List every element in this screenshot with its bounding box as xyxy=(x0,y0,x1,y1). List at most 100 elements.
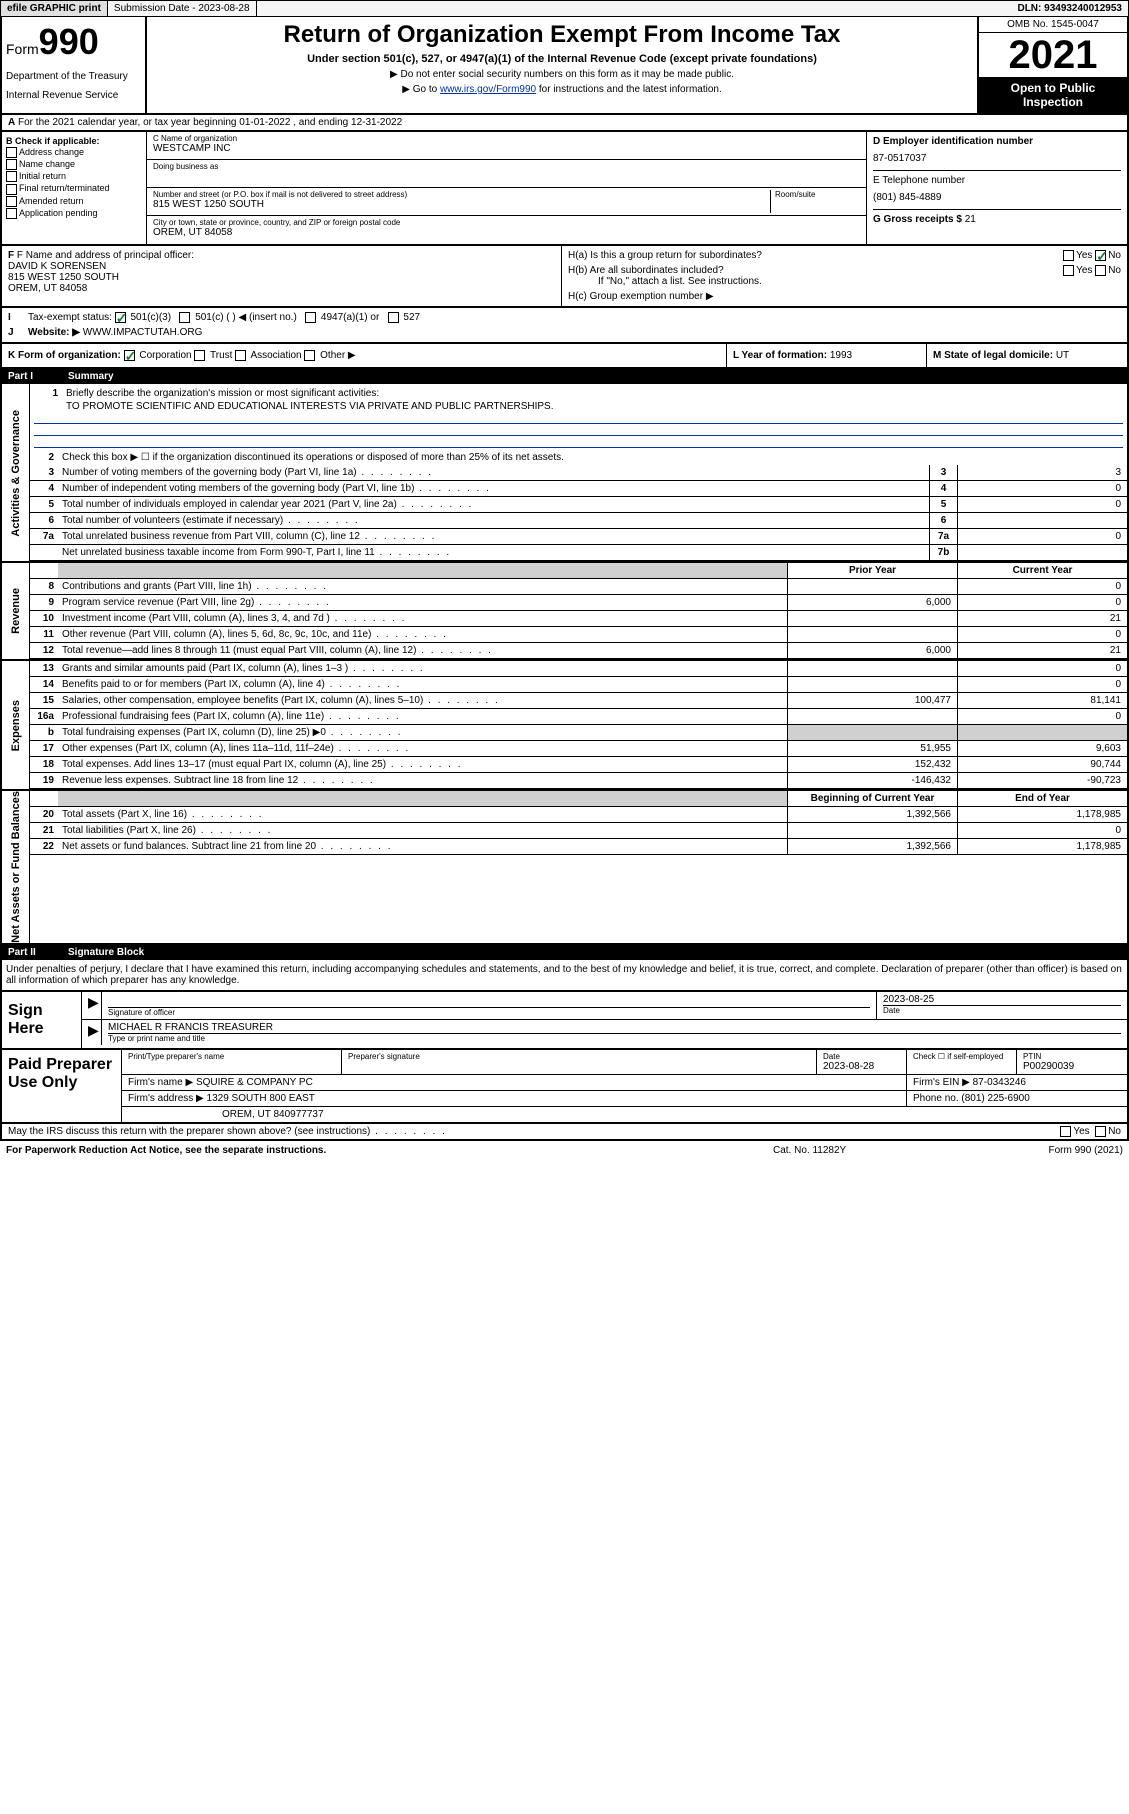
h-b-note: If "No," attach a list. See instructions… xyxy=(598,276,1121,287)
mission-text: TO PROMOTE SCIENTIFIC AND EDUCATIONAL IN… xyxy=(34,401,1123,412)
perjury-declaration: Under penalties of perjury, I declare th… xyxy=(0,960,1129,992)
paid-preparer-label: Paid Preparer Use Only xyxy=(2,1050,122,1122)
form-title: Return of Organization Exempt From Incom… xyxy=(157,21,967,49)
form-of-org-row: K Form of organization: Corporation Trus… xyxy=(0,344,1129,369)
part1-activities: Activities & Governance 1Briefly describ… xyxy=(0,384,1129,563)
ein-label: D Employer identification number xyxy=(873,136,1121,147)
tax-status-row: I Tax-exempt status: 501(c)(3) 501(c) ( … xyxy=(0,308,1129,344)
irs-label: Internal Revenue Service xyxy=(6,90,141,101)
efile-print-button[interactable]: efile GRAPHIC print xyxy=(1,1,108,16)
sign-here-block: Sign Here ▶ Signature of officer 2023-08… xyxy=(0,992,1129,1050)
summary-row: 5Total number of individuals employed in… xyxy=(30,497,1127,513)
part2-header: Part II Signature Block xyxy=(0,945,1129,960)
expense-row: 18Total expenses. Add lines 13–17 (must … xyxy=(30,757,1127,773)
summary-row: Net unrelated business taxable income fr… xyxy=(30,545,1127,561)
check-501c3[interactable] xyxy=(115,312,126,323)
check-association[interactable] xyxy=(235,350,246,361)
telephone-label: E Telephone number xyxy=(873,175,1121,186)
vlabel-revenue: Revenue xyxy=(10,588,22,634)
check-527[interactable] xyxy=(388,312,399,323)
city-state-zip: OREM, UT 84058 xyxy=(153,227,860,238)
expense-row: bTotal fundraising expenses (Part IX, co… xyxy=(30,725,1127,741)
org-name-label: C Name of organization xyxy=(153,134,860,143)
check-initial-return[interactable]: Initial return xyxy=(6,171,142,182)
netassets-row: 21Total liabilities (Part X, line 26)0 xyxy=(30,823,1127,839)
street-address: 815 WEST 1250 SOUTH xyxy=(153,199,770,210)
check-trust[interactable] xyxy=(194,350,205,361)
firm-addr2: OREM, UT 840977737 xyxy=(122,1107,1127,1122)
instructions-link-row: ▶ Go to www.irs.gov/Form990 for instruct… xyxy=(157,84,967,95)
year-formation: 1993 xyxy=(830,350,852,361)
officer-printed-name: MICHAEL R FRANCIS TREASURER xyxy=(108,1022,1121,1034)
prep-self-employed[interactable]: Check ☐ if self-employed xyxy=(907,1050,1017,1074)
firm-ein: 87-0343246 xyxy=(973,1077,1026,1088)
expense-row: 16aProfessional fundraising fees (Part I… xyxy=(30,709,1127,725)
dba-label: Doing business as xyxy=(153,162,860,171)
col-prior-year: Prior Year xyxy=(787,563,957,578)
prep-ptin: P00290039 xyxy=(1023,1061,1121,1072)
firm-name: SQUIRE & COMPANY PC xyxy=(196,1077,313,1088)
sign-here-label: Sign Here xyxy=(2,992,82,1048)
gross-receipts-value: 21 xyxy=(965,214,976,225)
room-label: Room/suite xyxy=(775,190,860,199)
col-b-checkboxes: B Check if applicable: Address change Na… xyxy=(2,132,147,244)
netassets-row: 22Net assets or fund balances. Subtract … xyxy=(30,839,1127,855)
row-a-tax-year: A For the 2021 calendar year, or tax yea… xyxy=(0,115,1129,132)
netassets-row: 20Total assets (Part X, line 16)1,392,56… xyxy=(30,807,1127,823)
city-label: City or town, state or province, country… xyxy=(153,218,860,227)
form-version: Form 990 (2021) xyxy=(973,1145,1123,1156)
org-name: WESTCAMP INC xyxy=(153,143,860,154)
check-amended-return[interactable]: Amended return xyxy=(6,196,142,207)
expense-row: 19Revenue less expenses. Subtract line 1… xyxy=(30,773,1127,789)
discuss-no[interactable] xyxy=(1095,1126,1106,1137)
paperwork-notice: For Paperwork Reduction Act Notice, see … xyxy=(6,1145,773,1156)
expense-row: 14Benefits paid to or for members (Part … xyxy=(30,677,1127,693)
sig-date: 2023-08-25 xyxy=(883,994,1121,1005)
expense-row: 15Salaries, other compensation, employee… xyxy=(30,693,1127,709)
form-number: Form990 xyxy=(6,21,141,63)
form-subtitle: Under section 501(c), 527, or 4947(a)(1)… xyxy=(157,53,967,65)
revenue-row: 10Investment income (Part VIII, column (… xyxy=(30,611,1127,627)
revenue-row: 11Other revenue (Part VIII, column (A), … xyxy=(30,627,1127,643)
printed-name-label: Type or print name and title xyxy=(108,1034,1121,1043)
firm-phone: (801) 225-6900 xyxy=(961,1093,1029,1104)
cat-no: Cat. No. 11282Y xyxy=(773,1145,973,1156)
ssn-warning: ▶ Do not enter social security numbers o… xyxy=(157,69,967,80)
col-current-year: Current Year xyxy=(957,563,1127,578)
check-other[interactable] xyxy=(304,350,315,361)
check-corporation[interactable] xyxy=(124,350,135,361)
officer-group-block: F F Name and address of principal office… xyxy=(0,246,1129,308)
officer-addr2: OREM, UT 84058 xyxy=(8,283,555,294)
telephone-value: (801) 845-4889 xyxy=(873,192,1121,203)
mission-label: Briefly describe the organization's miss… xyxy=(62,386,1123,401)
dept-treasury: Department of the Treasury xyxy=(6,71,141,82)
summary-row: 6Total number of volunteers (estimate if… xyxy=(30,513,1127,529)
top-bar: efile GRAPHIC print Submission Date - 20… xyxy=(0,0,1129,17)
check-application-pending[interactable]: Application pending xyxy=(6,208,142,219)
check-4947[interactable] xyxy=(305,312,316,323)
check-501c[interactable] xyxy=(179,312,190,323)
line2-discontinued: Check this box ▶ ☐ if the organization d… xyxy=(58,450,1127,465)
revenue-row: 12Total revenue—add lines 8 through 11 (… xyxy=(30,643,1127,659)
submission-date: Submission Date - 2023-08-28 xyxy=(108,1,257,16)
irs-form990-link[interactable]: www.irs.gov/Form990 xyxy=(440,84,536,95)
tax-year: 2021 xyxy=(979,33,1127,77)
vlabel-netassets: Net Assets or Fund Balances xyxy=(10,791,22,943)
vlabel-activities: Activities & Governance xyxy=(10,410,22,537)
col-begin-year: Beginning of Current Year xyxy=(787,791,957,806)
check-address-change[interactable]: Address change xyxy=(6,147,142,158)
discuss-yes[interactable] xyxy=(1060,1126,1071,1137)
omb-number: OMB No. 1545-0047 xyxy=(979,17,1127,33)
summary-row: 3Number of voting members of the governi… xyxy=(30,465,1127,481)
part1-revenue: Revenue Prior YearCurrent Year 8Contribu… xyxy=(0,563,1129,661)
check-final-return[interactable]: Final return/terminated xyxy=(6,183,142,194)
h-a: H(a) Is this a group return for subordin… xyxy=(568,250,1121,261)
part1-expenses: Expenses 13Grants and similar amounts pa… xyxy=(0,661,1129,791)
check-name-change[interactable]: Name change xyxy=(6,159,142,170)
gross-receipts-label: G Gross receipts $ xyxy=(873,214,962,225)
h-c: H(c) Group exemption number ▶ xyxy=(568,291,1121,302)
page-footer: For Paperwork Reduction Act Notice, see … xyxy=(0,1141,1129,1160)
part1-netassets: Net Assets or Fund Balances Beginning of… xyxy=(0,791,1129,945)
summary-row: 7aTotal unrelated business revenue from … xyxy=(30,529,1127,545)
h-b: H(b) Are all subordinates included? Yes … xyxy=(568,265,1121,276)
